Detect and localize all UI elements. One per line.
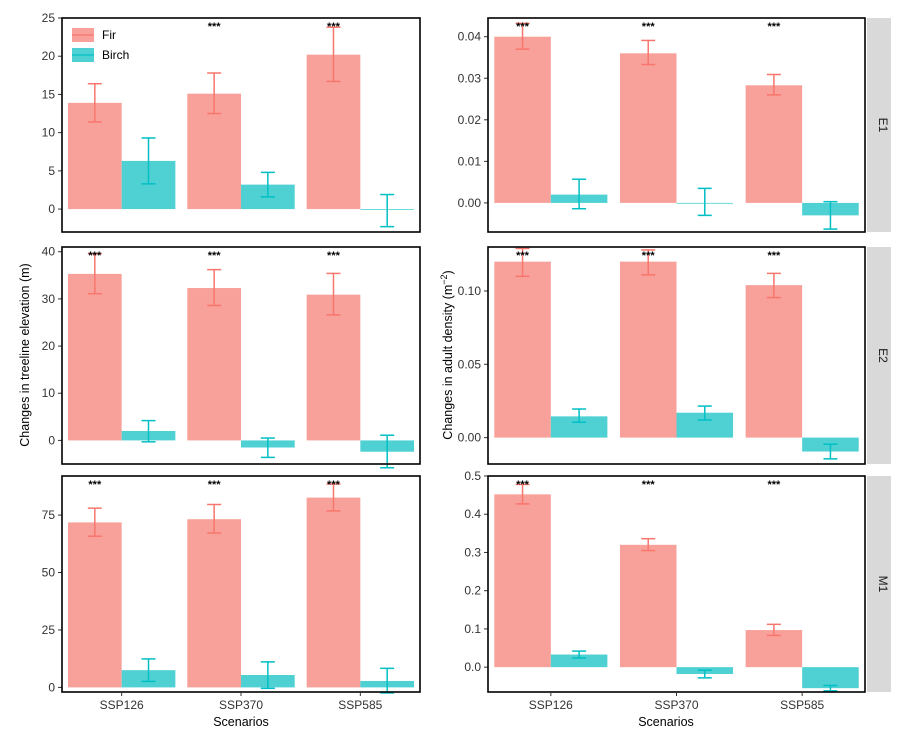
significance-label: *** — [767, 479, 781, 491]
panel-E1-density: 0.00 0.01 0.02 0.03 0.04 *** *** *** — [458, 18, 865, 232]
facet-strips: E1 E2 M1 — [867, 18, 891, 692]
y-tick-label: 0.03 — [458, 71, 482, 85]
significance-label: *** — [327, 250, 341, 262]
significance-label: *** — [767, 250, 781, 262]
strip-label-M1: M1 — [876, 576, 890, 593]
y-tick-label: 0.04 — [458, 30, 482, 44]
x-tick-label: SSP370 — [219, 698, 263, 712]
strip-label-E1: E1 — [876, 118, 890, 133]
y-tick-label: 20 — [42, 339, 56, 353]
bar-fir — [307, 295, 361, 441]
significance-label: *** — [642, 21, 656, 33]
y-tick-label: 25 — [42, 623, 56, 637]
significance-label: *** — [516, 479, 530, 491]
y-tick-label: 25 — [42, 11, 56, 25]
significance-label: *** — [88, 479, 102, 491]
bar-fir — [68, 274, 122, 441]
y-tick-label: 0.5 — [464, 469, 481, 483]
significance-label: *** — [642, 250, 656, 262]
x-tick-label: SSP370 — [654, 698, 698, 712]
y-tick-label: 0.3 — [464, 545, 481, 559]
y-tick-label: 10 — [42, 126, 56, 140]
panel-E1-treeline: 0 5 10 15 20 25 *** *** Fir Birch — [42, 11, 420, 232]
bar-fir — [494, 494, 551, 667]
significance-label: *** — [208, 479, 222, 491]
legend-label-fir: Fir — [102, 28, 116, 42]
legend: Fir Birch — [72, 28, 129, 62]
y-axis-title-right: Changes in adult density (m−2) — [439, 270, 455, 439]
y-tick-label: 0 — [48, 433, 55, 447]
x-tick-label: SSP585 — [338, 698, 382, 712]
significance-label: *** — [767, 21, 781, 33]
legend-label-birch: Birch — [102, 48, 129, 62]
y-tick-label: 10 — [42, 386, 56, 400]
bar-fir — [620, 545, 677, 667]
significance-label: *** — [516, 250, 530, 262]
y-tick-label: 15 — [42, 87, 56, 101]
bar-fir — [746, 85, 803, 203]
bar-fir — [187, 519, 241, 687]
significance-label: *** — [208, 250, 222, 262]
y-tick-label: 0.05 — [458, 357, 482, 371]
significance-label: *** — [516, 21, 530, 33]
y-tick-label: 0.2 — [464, 584, 481, 598]
significance-label: *** — [327, 21, 341, 33]
bar-fir — [494, 262, 551, 438]
bar-fir — [746, 285, 803, 437]
x-axis-title-right: Scenarios — [638, 715, 694, 729]
y-tick-label: 0.4 — [464, 507, 481, 521]
bar-fir — [620, 53, 677, 203]
y-tick-label: 75 — [42, 508, 56, 522]
y-axis-title-left: Changes in treeline elevation (m) — [18, 263, 32, 446]
y-tick-label: 0.00 — [458, 431, 482, 445]
y-tick-label: 0.10 — [458, 284, 482, 298]
bar-fir — [494, 37, 551, 203]
bar-fir — [620, 262, 677, 438]
x-tick-label: SSP585 — [780, 698, 824, 712]
significance-label: *** — [327, 479, 341, 491]
bar-fir — [187, 288, 241, 440]
y-tick-label: 0.1 — [464, 622, 481, 636]
x-tick-label: SSP126 — [529, 698, 573, 712]
y-tick-label: 0 — [48, 680, 55, 694]
y-tick-label: 0.01 — [458, 154, 482, 168]
panel-E2-density: 0.00 0.05 0.10 *** *** *** — [458, 247, 865, 464]
y-tick-label: 0.0 — [464, 660, 481, 674]
bar-fir — [68, 522, 122, 687]
bar-fir — [307, 498, 361, 688]
strip-label-E2: E2 — [876, 348, 890, 363]
significance-label: *** — [642, 479, 656, 491]
panel-M1-density: 0.0 0.1 0.2 0.3 0.4 0.5 *** *** *** — [464, 469, 865, 692]
y-tick-label: 0.02 — [458, 113, 482, 127]
y-tick-label: 5 — [48, 164, 55, 178]
panel-M1-treeline: 0 25 50 75 *** *** *** — [42, 476, 420, 694]
y-tick-label: 0.00 — [458, 196, 482, 210]
y-tick-label: 50 — [42, 566, 56, 580]
panel-E2-treeline: 0 10 20 30 40 *** *** *** — [42, 245, 420, 468]
x-tick-label: SSP126 — [100, 698, 144, 712]
y-tick-label: 40 — [42, 245, 56, 259]
significance-label: *** — [88, 250, 102, 262]
significance-label: *** — [208, 21, 222, 33]
y-tick-label: 30 — [42, 292, 56, 306]
x-axis-title-left: Scenarios — [213, 715, 269, 729]
x-axes: SSP126 SSP370 SSP585 SSP126 SSP370 SSP585 — [100, 692, 825, 712]
y-tick-label: 20 — [42, 49, 56, 63]
y-tick-label: 0 — [48, 202, 55, 216]
